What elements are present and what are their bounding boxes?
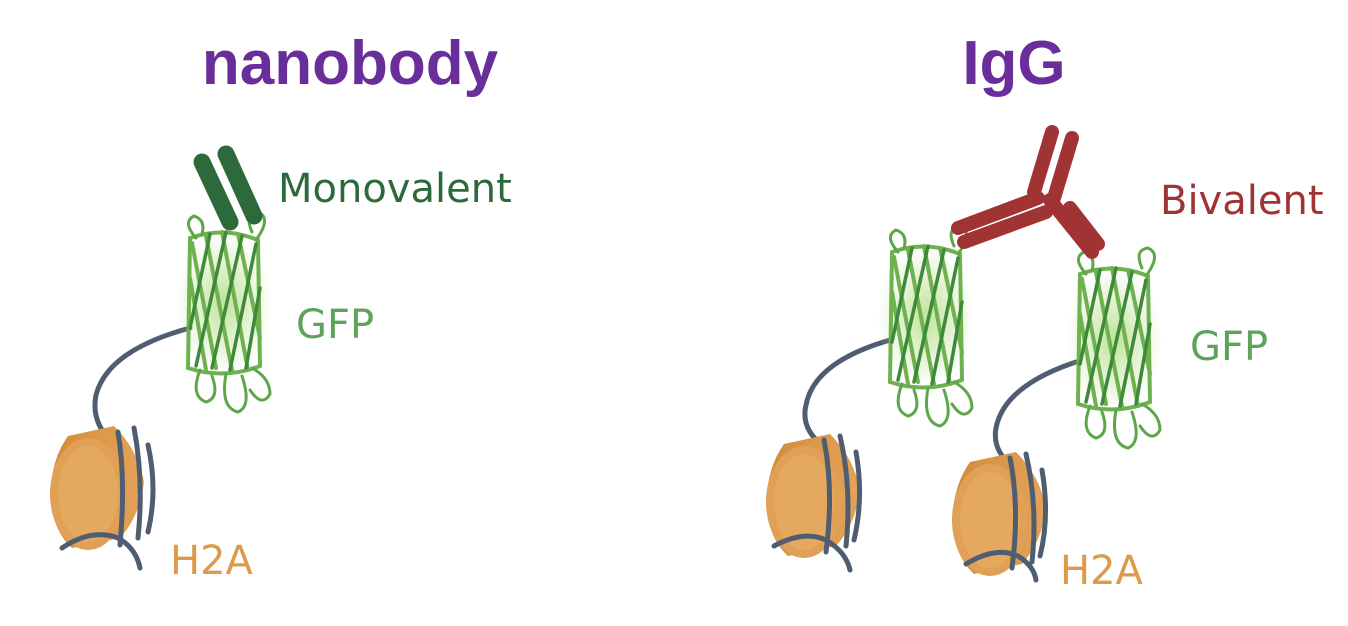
dna-tether <box>802 337 893 451</box>
gfp-protein <box>1064 246 1164 450</box>
dna-tail <box>59 532 143 571</box>
dna-wrap <box>145 442 156 535</box>
dna-wrap <box>131 425 143 541</box>
gfp-protein <box>174 210 274 414</box>
panel-title-nanobody: nanobody <box>202 29 499 98</box>
igg-antibody-shape <box>951 125 1105 259</box>
dna-wrap <box>837 433 851 549</box>
label-gfp: GFP <box>1190 324 1268 370</box>
dna-wrap <box>1023 451 1037 565</box>
histone-h2a <box>50 426 144 550</box>
label-monovalent: Monovalent <box>278 166 512 212</box>
dna-tail <box>963 549 1039 583</box>
dna-tether <box>992 359 1079 469</box>
label-h2a: H2A <box>1060 548 1144 594</box>
dna-wrap <box>115 429 126 548</box>
panel-title-igg: IgG <box>962 29 1065 98</box>
label-h2a: H2A <box>170 538 254 584</box>
dna-tail <box>771 533 853 573</box>
panel-igg: IgG <box>766 29 1324 594</box>
dna-wrap <box>1037 467 1049 559</box>
dna-wrap <box>851 449 863 543</box>
label-bivalent: Bivalent <box>1160 178 1324 224</box>
label-gfp: GFP <box>296 302 374 348</box>
gfp-protein <box>876 224 976 428</box>
panel-nanobody: nanobody Monovalent GFP H2A <box>50 29 512 584</box>
nanobody-shape <box>193 145 263 231</box>
